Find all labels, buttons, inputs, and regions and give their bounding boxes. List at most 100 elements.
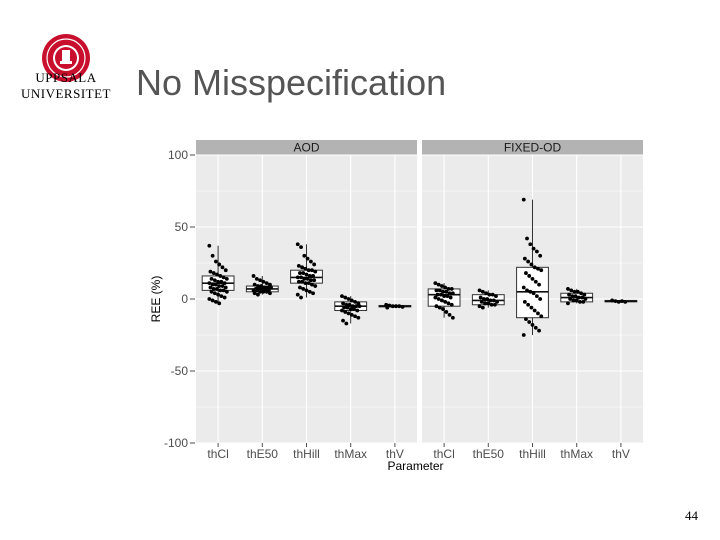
data-point xyxy=(258,278,263,283)
data-point xyxy=(447,312,452,317)
data-point xyxy=(477,304,482,309)
data-point xyxy=(344,302,349,307)
data-point xyxy=(254,288,259,293)
data-point xyxy=(340,294,344,299)
university-name-line1: UPPSALA xyxy=(35,70,97,85)
data-point xyxy=(312,278,317,283)
data-point xyxy=(487,292,492,297)
data-point xyxy=(268,291,272,296)
university-name-line2: UNIVERSITET xyxy=(21,86,111,101)
data-point xyxy=(346,311,351,316)
data-point xyxy=(356,301,361,306)
data-point xyxy=(217,284,222,288)
data-point xyxy=(442,294,446,299)
data-point xyxy=(341,318,345,323)
data-point xyxy=(436,297,441,301)
data-point xyxy=(444,289,449,294)
data-point xyxy=(211,287,216,291)
data-point xyxy=(450,291,455,296)
data-point xyxy=(207,243,212,248)
data-point xyxy=(526,302,531,307)
data-point xyxy=(357,304,362,309)
data-point xyxy=(448,295,453,300)
data-point xyxy=(433,281,438,286)
data-point xyxy=(268,282,272,287)
data-point xyxy=(311,291,315,296)
data-point xyxy=(450,315,455,320)
data-point xyxy=(538,253,543,258)
data-point xyxy=(256,284,260,288)
data-point xyxy=(215,272,219,277)
data-point xyxy=(304,272,309,277)
data-point xyxy=(440,284,444,288)
data-point xyxy=(521,197,526,202)
data-point xyxy=(434,288,439,293)
data-point xyxy=(218,288,223,293)
data-point xyxy=(526,259,531,264)
data-point xyxy=(446,287,451,291)
data-point xyxy=(578,299,582,304)
data-point xyxy=(210,253,215,258)
data-point xyxy=(221,275,226,280)
data-point xyxy=(435,292,440,297)
data-point xyxy=(443,285,448,290)
data-point xyxy=(347,302,352,307)
data-point xyxy=(484,291,489,296)
data-point xyxy=(480,289,485,294)
data-point xyxy=(620,299,624,304)
data-point xyxy=(522,256,527,261)
facet-strip-label: AOD xyxy=(293,141,319,155)
data-point xyxy=(212,278,217,283)
data-point xyxy=(525,236,529,241)
data-point xyxy=(533,279,538,284)
data-point xyxy=(490,292,495,297)
data-point xyxy=(303,266,308,271)
data-point xyxy=(308,278,313,283)
data-point xyxy=(298,271,302,275)
data-point xyxy=(264,289,269,294)
data-point xyxy=(340,308,344,313)
data-point xyxy=(538,297,543,301)
data-point xyxy=(529,305,534,310)
data-point xyxy=(580,295,585,300)
data-point xyxy=(265,285,270,290)
data-point xyxy=(302,253,307,258)
data-point xyxy=(346,297,351,301)
data-point xyxy=(568,297,573,301)
data-point xyxy=(528,242,533,247)
data-point xyxy=(489,302,494,307)
data-point xyxy=(304,288,309,293)
uppsala-university-seal-logo xyxy=(42,34,90,82)
data-point xyxy=(343,310,348,314)
data-point xyxy=(209,289,214,294)
data-point xyxy=(301,271,306,275)
data-point xyxy=(532,265,537,270)
data-point xyxy=(436,282,441,287)
data-point xyxy=(579,291,583,296)
data-point xyxy=(521,333,526,337)
data-point xyxy=(269,285,273,290)
data-point xyxy=(220,284,225,288)
data-point xyxy=(208,269,213,274)
data-point xyxy=(207,297,212,301)
data-point xyxy=(447,291,452,296)
data-point xyxy=(217,301,222,306)
data-point xyxy=(299,295,303,300)
data-point xyxy=(296,279,301,284)
data-point xyxy=(530,323,535,327)
data-point xyxy=(390,304,395,309)
data-point xyxy=(344,321,349,326)
x-tick-label: thCl xyxy=(433,447,454,461)
data-point xyxy=(312,262,317,267)
data-point xyxy=(539,314,544,319)
data-point xyxy=(445,294,450,299)
data-point xyxy=(529,262,534,267)
data-point xyxy=(566,301,570,306)
x-tick-label: thE50 xyxy=(473,447,505,461)
data-point xyxy=(342,305,347,310)
x-tick-label: thV xyxy=(612,447,630,461)
data-point xyxy=(444,310,449,314)
data-point xyxy=(480,305,485,310)
data-point xyxy=(310,268,314,273)
